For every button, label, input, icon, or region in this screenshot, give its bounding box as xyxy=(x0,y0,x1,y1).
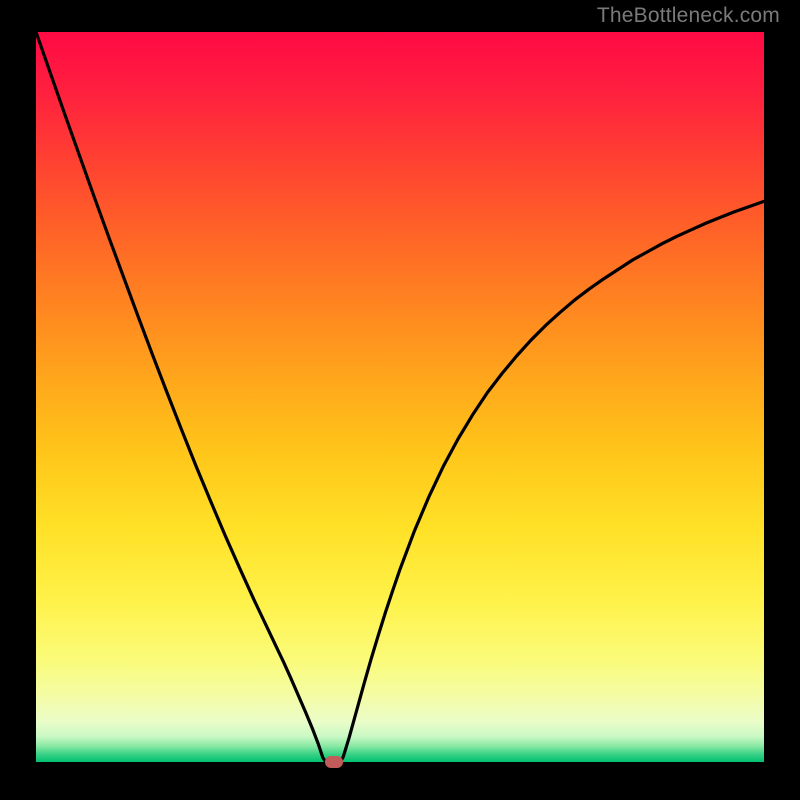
curve-path xyxy=(36,32,764,762)
bottleneck-curve xyxy=(0,0,800,800)
optimal-point-marker xyxy=(325,756,343,768)
chart-container: TheBottleneck.com xyxy=(0,0,800,800)
watermark-text: TheBottleneck.com xyxy=(597,4,780,28)
plot-background xyxy=(0,0,800,800)
plot-gradient-rect xyxy=(36,32,764,762)
